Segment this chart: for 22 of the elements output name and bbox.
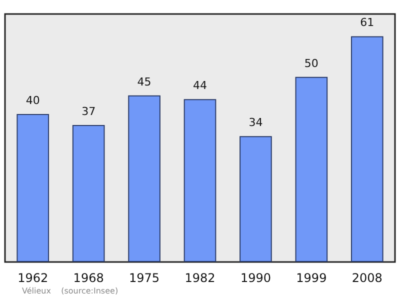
x-tick-label: 2008 [352, 271, 382, 285]
data-label: 50 [304, 56, 318, 70]
x-tick-label: 1962 [18, 271, 48, 285]
data-label: 45 [137, 75, 152, 88]
x-tick-label: 1975 [129, 271, 160, 285]
x-tick-label: 1982 [184, 271, 216, 285]
bar [350, 36, 384, 262]
bar [72, 125, 105, 262]
bar [295, 76, 328, 262]
data-label: 61 [360, 16, 374, 30]
bar [184, 99, 216, 262]
bar [240, 136, 272, 262]
bar [128, 95, 160, 262]
data-label: 37 [82, 105, 96, 118]
data-label: 44 [193, 79, 207, 92]
x-tick-label: 1968 [73, 271, 104, 285]
data-label: 34 [248, 116, 263, 130]
x-tick-label: 1990 [240, 271, 271, 285]
data-label: 40 [26, 94, 40, 107]
x-tick-label: 1999 [296, 271, 327, 285]
bar [16, 114, 50, 262]
text: Vélieux (source:Insee) [22, 286, 118, 296]
